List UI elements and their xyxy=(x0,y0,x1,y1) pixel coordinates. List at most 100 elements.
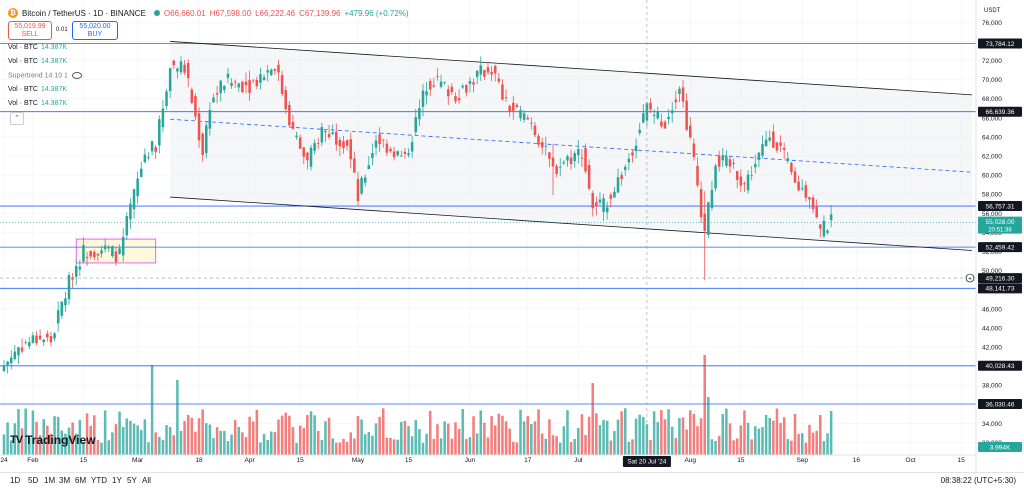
candle-body xyxy=(237,83,241,88)
channel-mid-line[interactable] xyxy=(170,118,973,173)
price-tick-label: 68,000 xyxy=(982,96,1002,103)
volume-bar xyxy=(190,417,194,455)
candle-body xyxy=(349,139,353,160)
hidden-eye-icon[interactable] xyxy=(71,72,82,79)
candle-body xyxy=(775,142,779,151)
candle-body xyxy=(197,113,201,141)
channel-upper-line[interactable] xyxy=(170,41,973,96)
volume-bar xyxy=(533,421,537,455)
candle-body xyxy=(829,214,833,221)
candle-body xyxy=(381,139,385,141)
candle-body xyxy=(797,181,800,191)
volume-bar xyxy=(331,438,334,455)
legend-value: 14.387K xyxy=(40,58,68,65)
legend-row[interactable]: Supertrend 14 10 1 xyxy=(8,72,82,79)
candle-body xyxy=(118,248,121,254)
timeframe-5y[interactable]: 5Y xyxy=(127,476,137,485)
volume-bar xyxy=(136,425,139,455)
legend-row[interactable]: Vol · BTC 14.387K xyxy=(8,86,67,93)
candle-body xyxy=(623,166,627,171)
candle-body xyxy=(779,142,782,146)
timeframe-6m[interactable]: 6M xyxy=(75,476,87,485)
candle-body xyxy=(273,69,277,71)
candle-body xyxy=(280,75,284,94)
utc-clock[interactable]: 08:38:22 (UTC+5:30) xyxy=(940,476,1016,485)
candle-body xyxy=(472,82,475,85)
price-tick-label: 70,000 xyxy=(982,77,1002,84)
legend-row[interactable]: Vol · BTC 14.387K xyxy=(8,58,67,65)
volume-bar xyxy=(85,413,89,455)
price-labels: 73,784.12 66,639.36 56,757.31 52,459.42 48,1… xyxy=(965,38,1022,452)
channel-lower-line[interactable] xyxy=(170,196,973,251)
tradingview-logo[interactable]: TV TradingView xyxy=(10,433,96,447)
add-alert-icon[interactable] xyxy=(965,273,975,283)
level-price-label-bg xyxy=(978,398,1022,409)
candle-body xyxy=(230,82,233,86)
timeframe-1y[interactable]: 1Y xyxy=(112,476,122,485)
volume-bar xyxy=(696,426,699,455)
volume-bar xyxy=(768,417,771,455)
buy-button[interactable]: 55,020.00 BUY xyxy=(72,21,118,40)
candle-body xyxy=(490,72,493,75)
candle-body xyxy=(800,188,804,190)
volume-bar xyxy=(660,410,663,455)
volume-bar xyxy=(410,436,414,455)
candle-body xyxy=(342,141,345,149)
candle-body xyxy=(457,98,461,101)
timeframe-5d[interactable]: 5D xyxy=(28,476,39,485)
collapse-legend-button[interactable]: ⌃ xyxy=(10,112,24,125)
candle-body xyxy=(465,84,468,93)
volume-bar xyxy=(707,397,710,455)
candle-body xyxy=(670,110,674,114)
volume-bar xyxy=(649,440,652,455)
timeframe-3m[interactable]: 3M xyxy=(59,476,71,485)
candle-body xyxy=(219,80,222,94)
candle-body xyxy=(483,70,486,77)
volume-bar xyxy=(139,430,143,455)
volume-bar xyxy=(472,416,475,455)
volume-bar xyxy=(327,417,331,455)
candle-body xyxy=(707,202,710,235)
volume-bar xyxy=(226,441,230,455)
candle-body xyxy=(526,117,529,120)
candle-body xyxy=(93,251,96,258)
volume-bar xyxy=(699,418,703,455)
sell-button[interactable]: 55,019.99 SELL xyxy=(8,21,52,40)
candle-body xyxy=(82,245,85,262)
candle-body xyxy=(649,102,652,110)
price-chart[interactable]: 32,00034,00036,00038,00040,00042,00044,0… xyxy=(0,0,1024,472)
volume-bar xyxy=(392,439,396,455)
candle-body xyxy=(663,121,667,129)
candle-body xyxy=(251,79,255,81)
crosshair-price-label-bg xyxy=(978,273,1022,284)
volume-bar xyxy=(598,425,602,455)
volume-bar xyxy=(721,413,725,455)
volume-bar xyxy=(251,421,255,455)
candle-body xyxy=(165,91,168,107)
price-axis-bg[interactable] xyxy=(976,0,1024,472)
volume-bar xyxy=(501,415,504,455)
candle-body xyxy=(270,69,273,75)
legend-row[interactable]: Vol · BTC 14.387K xyxy=(8,44,67,51)
candle-body xyxy=(793,171,797,183)
timeframe-1d[interactable]: 1D xyxy=(10,476,21,485)
volume-bar xyxy=(790,440,793,455)
symbol-title[interactable]: Bitcoin / TetherUS · 1D · BINANCE xyxy=(22,8,146,18)
candle-body xyxy=(71,277,74,280)
volume-bar xyxy=(400,421,403,455)
candle-body xyxy=(605,207,609,213)
volume-bar xyxy=(176,380,179,455)
volume-bar xyxy=(544,438,548,455)
volume-bar xyxy=(56,416,60,455)
volume-bar xyxy=(522,421,526,455)
volume-bar xyxy=(421,442,425,455)
timeframe-all[interactable]: All xyxy=(142,476,151,485)
candle-body xyxy=(316,143,320,144)
timeframe-ytd[interactable]: YTD xyxy=(91,476,107,485)
candle-body xyxy=(31,335,35,343)
volume-bar xyxy=(772,420,775,455)
timeframe-1m[interactable]: 1M xyxy=(44,476,56,485)
legend-row[interactable]: Vol · BTC 14.387K xyxy=(8,100,67,107)
volume-bar xyxy=(504,421,508,455)
candle-body xyxy=(598,199,602,203)
